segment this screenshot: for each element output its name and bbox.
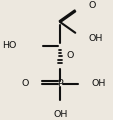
Text: O: O — [21, 79, 29, 88]
Text: OH: OH — [87, 34, 102, 43]
Text: O: O — [66, 51, 73, 60]
Text: OH: OH — [91, 79, 105, 88]
Text: P: P — [57, 79, 62, 88]
Text: HO: HO — [2, 41, 16, 50]
Text: OH: OH — [53, 110, 67, 119]
Text: O: O — [87, 1, 95, 10]
